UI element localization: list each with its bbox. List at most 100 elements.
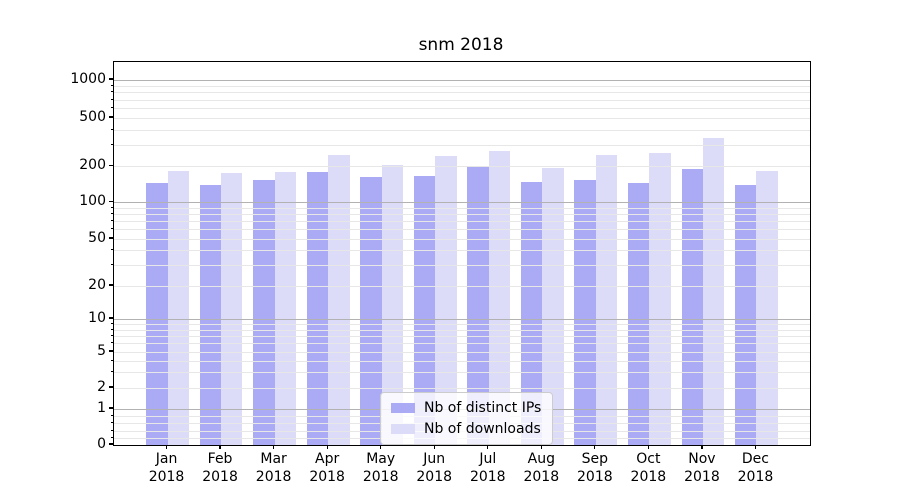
minor-gridline xyxy=(114,324,810,325)
x-tick-mark xyxy=(701,445,703,449)
y-minor-tick-mark xyxy=(110,342,113,344)
y-minor-tick-mark xyxy=(110,237,113,239)
bar xyxy=(467,165,489,445)
x-tick-label: Nov 2018 xyxy=(667,450,737,486)
major-gridline xyxy=(114,202,810,204)
minor-gridline xyxy=(114,352,810,353)
legend-item: Nb of downloads xyxy=(391,421,541,437)
x-tick-mark xyxy=(594,445,596,449)
minor-gridline xyxy=(114,250,810,252)
minor-gridline xyxy=(114,214,810,216)
y-tick-label: 500 xyxy=(79,108,106,125)
y-minor-tick-mark xyxy=(110,207,113,209)
x-tick-label-year: 2018 xyxy=(684,469,720,485)
y-minor-tick-mark xyxy=(110,128,113,130)
bar xyxy=(574,180,596,445)
x-tick-label-month: Nov xyxy=(688,451,716,467)
bar xyxy=(702,137,725,445)
y-tick-mark xyxy=(109,443,113,445)
x-tick-label: Mar 2018 xyxy=(239,450,309,486)
bar xyxy=(199,185,222,445)
minor-gridline xyxy=(114,343,810,345)
bar xyxy=(253,180,275,445)
x-tick-label-month: Sep xyxy=(581,451,609,467)
y-minor-tick-mark xyxy=(110,144,113,146)
bar xyxy=(542,167,564,445)
x-tick-label-year: 2018 xyxy=(202,469,238,485)
y-tick-label: 10 xyxy=(88,309,106,326)
bar xyxy=(681,168,703,445)
minor-gridline xyxy=(114,335,810,337)
x-tick-label: May 2018 xyxy=(346,450,416,486)
x-tick-mark xyxy=(487,445,489,449)
x-tick-label-year: 2018 xyxy=(416,469,453,485)
x-tick-label-month: Mar xyxy=(260,451,287,467)
bar xyxy=(649,153,671,445)
y-minor-tick-mark xyxy=(110,249,113,251)
minor-gridline xyxy=(114,229,810,231)
x-tick-label-month: Oct xyxy=(636,451,661,467)
y-tick-mark xyxy=(109,317,113,319)
y-minor-tick-mark xyxy=(110,213,113,215)
x-tick-label-month: Aug xyxy=(527,451,555,467)
x-tick-label-month: Dec xyxy=(741,451,769,467)
x-tick-label-month: Apr xyxy=(315,451,340,467)
y-tick-label: 20 xyxy=(88,276,106,293)
y-minor-tick-mark xyxy=(110,351,113,352)
y-minor-tick-mark xyxy=(110,328,113,330)
x-tick-label: Jun 2018 xyxy=(399,450,469,486)
minor-gridline xyxy=(114,360,810,362)
bar xyxy=(306,171,329,445)
y-minor-tick-mark xyxy=(110,165,113,167)
bar xyxy=(381,164,404,445)
y-minor-tick-mark xyxy=(110,429,113,431)
y-tick-label: 5 xyxy=(97,343,106,359)
bar xyxy=(360,176,382,445)
y-minor-tick-mark xyxy=(110,264,113,266)
x-tick-label-year: 2018 xyxy=(737,469,774,485)
x-tick-label-month: Jan xyxy=(155,451,178,467)
legend-label: Nb of downloads xyxy=(424,421,541,437)
x-tick-mark xyxy=(433,445,435,449)
x-tick-mark xyxy=(326,445,328,449)
y-minor-tick-mark xyxy=(110,107,113,108)
x-tick-label-month: May xyxy=(366,451,396,467)
minor-gridline xyxy=(114,166,810,168)
minor-gridline xyxy=(114,85,810,87)
legend-label: Nb of distinct IPs xyxy=(424,400,542,416)
bar xyxy=(735,185,757,445)
y-minor-tick-mark xyxy=(110,415,113,417)
bar xyxy=(328,154,350,445)
x-tick-label: Jul 2018 xyxy=(453,450,523,486)
minor-gridline xyxy=(114,99,810,101)
y-minor-tick-mark xyxy=(110,84,113,86)
y-minor-tick-mark xyxy=(110,116,113,118)
y-tick-label: 100 xyxy=(79,193,106,210)
y-minor-tick-mark xyxy=(110,323,113,324)
x-tick-label: Sep 2018 xyxy=(560,450,630,486)
minor-gridline xyxy=(114,108,810,109)
minor-gridline xyxy=(114,388,810,389)
minor-gridline xyxy=(114,208,810,210)
y-tick-label: 1000 xyxy=(70,71,106,87)
major-gridline xyxy=(114,80,810,81)
y-tick-label: 50 xyxy=(88,229,106,246)
x-tick-label: Aug 2018 xyxy=(506,450,576,486)
minor-gridline xyxy=(114,238,810,240)
legend-item: Nb of distinct IPs xyxy=(391,400,541,416)
y-minor-tick-mark xyxy=(110,371,113,373)
x-tick-label-year: 2018 xyxy=(630,469,667,485)
legend-swatch xyxy=(391,403,415,413)
y-tick-mark xyxy=(109,200,113,203)
y-tick-label: 0 xyxy=(97,436,106,452)
legend-swatch xyxy=(391,424,415,434)
x-tick-label-year: 2018 xyxy=(577,469,613,485)
y-minor-tick-mark xyxy=(110,436,113,438)
minor-gridline xyxy=(114,117,810,119)
x-tick-label-year: 2018 xyxy=(309,469,345,485)
x-tick-label: Dec 2018 xyxy=(720,450,790,486)
minor-gridline xyxy=(114,285,810,287)
bar xyxy=(413,176,436,445)
x-tick-mark xyxy=(754,445,757,449)
y-minor-tick-mark xyxy=(110,359,113,361)
